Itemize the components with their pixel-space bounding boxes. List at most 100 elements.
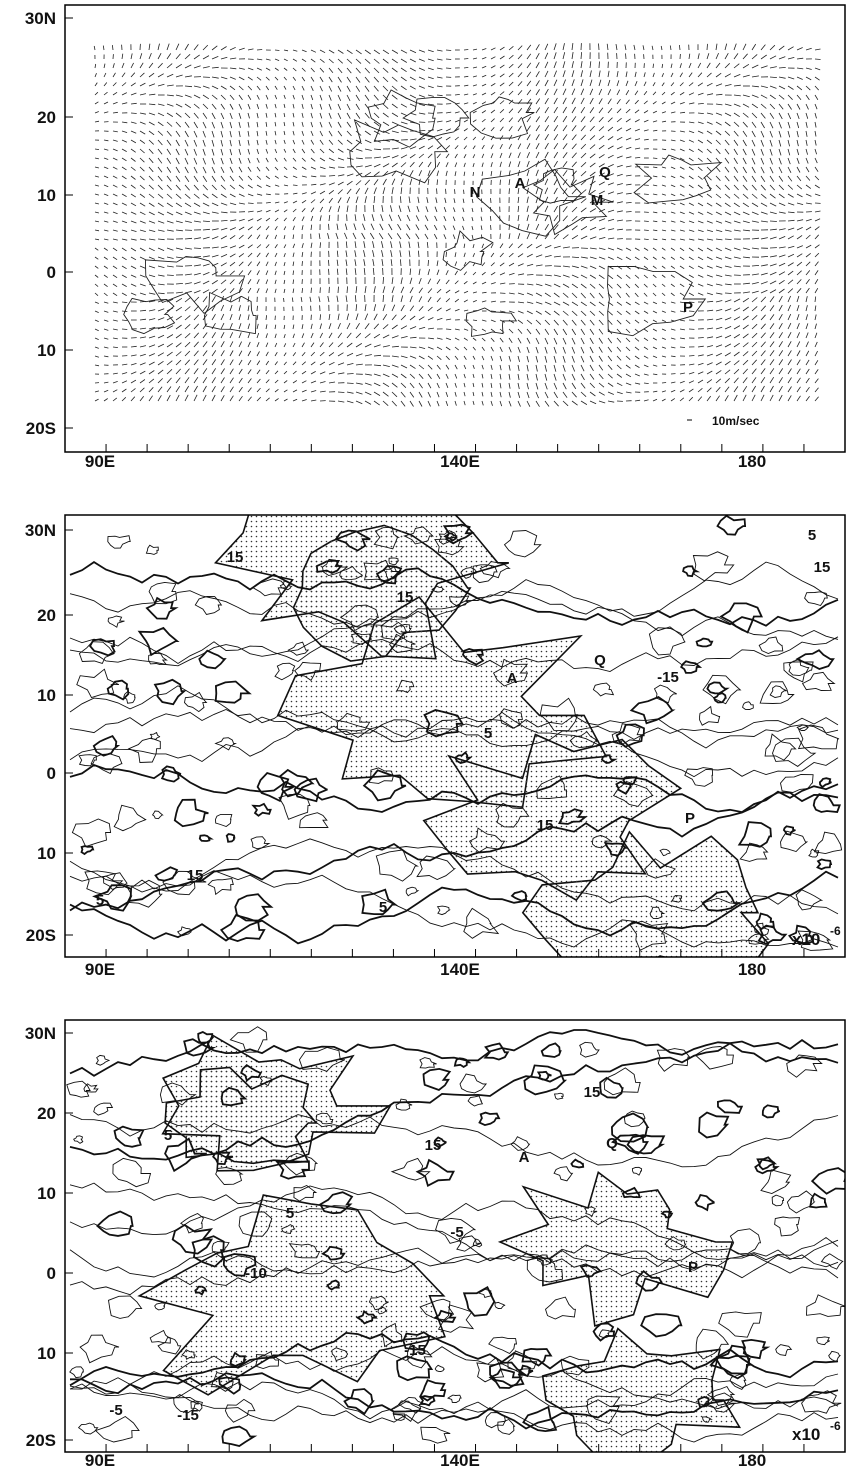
wind-vector: [482, 84, 486, 86]
contour: [829, 1351, 840, 1361]
wind-vector: [599, 392, 605, 395]
wind-vector: [149, 131, 154, 135]
wind-vector: [149, 379, 154, 383]
wind-vector: [599, 145, 604, 149]
wind-vector: [158, 84, 164, 86]
wind-vector: [473, 320, 477, 321]
wind-vector: [266, 361, 269, 365]
wind-vector: [481, 208, 482, 212]
wind-vector: [257, 226, 261, 230]
wind-vector: [95, 338, 99, 340]
wind-vector: [671, 302, 675, 303]
wind-vector: [363, 214, 365, 221]
wind-vector: [761, 377, 765, 383]
wind-vector: [95, 102, 98, 104]
wind-vector: [95, 92, 98, 95]
wind-vector: [275, 253, 277, 257]
wind-vector: [185, 140, 188, 146]
wind-vector: [599, 89, 602, 95]
wind-vector: [428, 307, 433, 311]
wind-vector: [104, 92, 108, 95]
wind-vector: [374, 188, 377, 195]
wind-vector: [374, 304, 376, 311]
wind-vector: [266, 202, 271, 203]
wind-vector: [347, 140, 352, 144]
wind-vector: [698, 103, 704, 104]
wind-vector: [248, 227, 253, 230]
wind-vector: [545, 392, 548, 398]
wind-vector: [815, 333, 817, 338]
wind-vector: [383, 392, 389, 396]
wind-vector: [221, 220, 228, 221]
wind-vector: [248, 245, 253, 248]
wind-vector: [617, 356, 621, 360]
wind-vector: [248, 270, 251, 275]
wind-vector: [806, 351, 809, 356]
wind-vector: [453, 235, 455, 240]
wind-vector: [500, 118, 504, 122]
wind-vector: [392, 365, 399, 367]
wind-vector: [734, 386, 738, 392]
scale-exponent: -6: [830, 1419, 841, 1433]
wind-vector: [185, 298, 190, 302]
wind-vector: [797, 140, 798, 146]
contour: [655, 685, 677, 703]
wind-vector: [797, 271, 802, 275]
wind-vector: [257, 397, 261, 401]
wind-vector: [689, 158, 694, 161]
wind-vector: [797, 48, 803, 51]
wind-vector: [472, 226, 473, 230]
wind-vector: [329, 382, 335, 383]
wind-vector: [599, 80, 601, 86]
wind-vector: [653, 257, 657, 260]
wind-vector: [257, 361, 260, 365]
wind-vector: [473, 85, 477, 86]
wind-vector: [743, 185, 748, 190]
wind-vector: [176, 64, 182, 68]
wind-vector: [500, 356, 502, 361]
wind-vector: [383, 113, 389, 117]
wind-vector: [473, 111, 477, 113]
wind-vector: [257, 77, 261, 80]
wind-vector: [320, 77, 323, 82]
wind-vector: [563, 374, 566, 381]
wind-vector: [527, 215, 529, 221]
wind-vector: [473, 300, 477, 302]
wind-vector: [752, 95, 759, 98]
wind-vector: [617, 338, 621, 343]
wind-vector: [419, 347, 425, 349]
map-label: P: [683, 299, 693, 316]
wind-vector: [311, 59, 315, 62]
wind-vector: [104, 221, 108, 222]
wind-vector: [707, 149, 712, 153]
wind-vector: [500, 101, 504, 105]
wind-vector: [635, 157, 640, 158]
contour: [505, 531, 541, 557]
wind-vector: [761, 273, 768, 275]
wind-vector: [383, 374, 389, 377]
wind-vector: [149, 84, 155, 86]
wind-vector: [536, 143, 539, 149]
wind-vector: [356, 323, 360, 329]
wind-vector: [104, 399, 108, 402]
contour: [773, 738, 816, 766]
wind-vector: [248, 279, 251, 284]
wind-vector: [347, 95, 350, 101]
wind-vector: [752, 167, 755, 173]
wind-vector: [158, 344, 164, 347]
wind-vector: [257, 333, 259, 338]
wind-vector: [158, 361, 164, 365]
wind-vector: [266, 158, 268, 162]
wind-vector: [545, 62, 548, 68]
wind-vector: [275, 122, 276, 126]
wind-vector: [428, 328, 434, 329]
wind-vector: [266, 280, 268, 285]
wind-vector: [617, 293, 621, 298]
wind-vector: [446, 59, 451, 60]
wind-vector: [257, 270, 260, 275]
wind-vector: [815, 360, 818, 365]
wind-vector: [284, 218, 287, 221]
wind-vector: [302, 140, 304, 145]
wind-vector: [725, 104, 731, 106]
wind-vector: [463, 226, 465, 230]
